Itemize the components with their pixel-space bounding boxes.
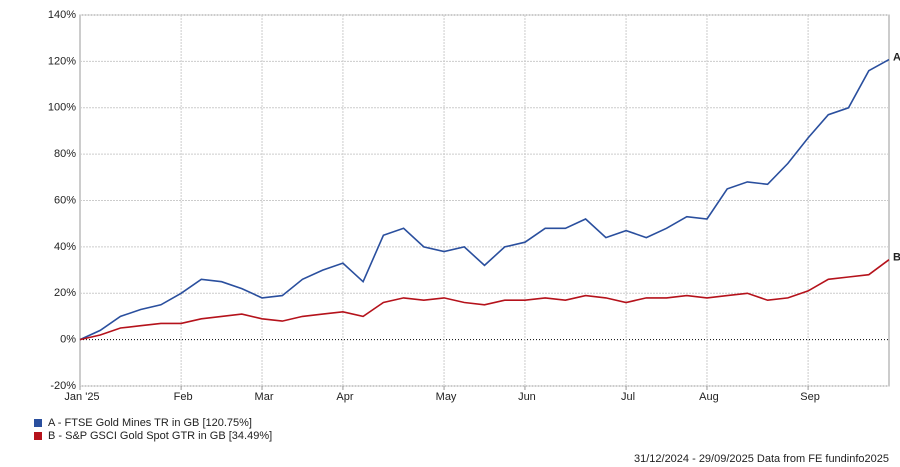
legend-swatch <box>34 419 42 427</box>
x-tick-label: Sep <box>800 391 820 403</box>
end-label: A <box>893 52 900 64</box>
x-tick-label: Jun <box>518 391 536 403</box>
legend-swatch <box>34 432 42 440</box>
y-tick-label: -20% <box>50 380 76 392</box>
y-tick-label: 140% <box>48 9 76 21</box>
y-tick-label: 40% <box>54 241 76 253</box>
x-tick-label: Feb <box>174 391 193 403</box>
y-tick-label: 120% <box>48 55 76 67</box>
x-tick-label: Jan '25 <box>64 391 99 403</box>
series-line <box>79 58 890 341</box>
legend-label: B - S&P GSCI Gold Spot GTR in GB [34.49%… <box>48 430 272 442</box>
y-tick-label: 0% <box>60 334 76 346</box>
y-tick-label: 20% <box>54 287 76 299</box>
x-tick-label: Aug <box>699 391 719 403</box>
end-label: B <box>893 252 900 264</box>
y-tick-label: 60% <box>54 194 76 206</box>
x-tick-label: Mar <box>255 391 274 403</box>
y-tick-label: 80% <box>54 148 76 160</box>
series-line <box>79 259 890 341</box>
x-tick-label: May <box>436 391 457 403</box>
legend-label: A - FTSE Gold Mines TR in GB [120.75%] <box>48 417 252 429</box>
x-tick-label: Jul <box>621 391 635 403</box>
footer: 31/12/2024 - 29/09/2025 Data from FE fun… <box>634 453 889 465</box>
y-tick-label: 100% <box>48 102 76 114</box>
x-tick-label: Apr <box>336 391 353 403</box>
